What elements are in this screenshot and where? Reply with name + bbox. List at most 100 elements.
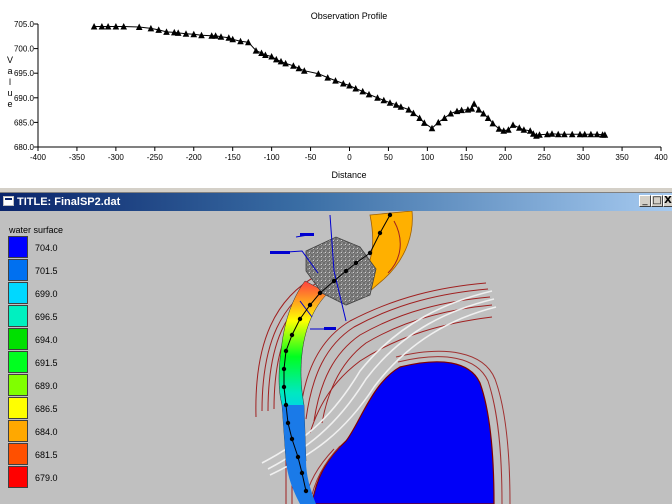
centerline-node[interactable]: [299, 470, 305, 476]
centerline-node[interactable]: [289, 436, 295, 442]
x-tick-label: -250: [147, 153, 164, 162]
legend-swatch: [8, 328, 28, 350]
y-tick-label: 705.0: [14, 20, 35, 29]
legend-title: water surface: [9, 225, 64, 235]
x-tick-label: -150: [225, 153, 242, 162]
legend-item: 689.0: [8, 374, 68, 397]
data-point: [561, 130, 568, 138]
centerline-node[interactable]: [283, 348, 289, 354]
data-point: [416, 114, 423, 121]
centerline-node[interactable]: [331, 278, 337, 284]
centerline-node[interactable]: [377, 230, 383, 236]
data-point: [374, 94, 381, 101]
data-point: [98, 23, 106, 30]
legend-value: 701.5: [35, 266, 58, 276]
x-tick-label: 250: [538, 153, 552, 162]
legend-swatch: [8, 351, 28, 373]
minimize-button[interactable]: _: [639, 195, 651, 207]
x-tick-label: 50: [384, 153, 393, 162]
data-point: [295, 64, 303, 72]
chart-marks: [90, 23, 609, 139]
structure-mesh: [305, 236, 377, 306]
data-point: [352, 85, 359, 92]
chart-title: Observation Profile: [311, 11, 388, 21]
centerline-node[interactable]: [285, 420, 291, 426]
legend-item: 694.0: [8, 328, 68, 351]
centerline-node[interactable]: [307, 302, 313, 308]
data-point: [489, 119, 497, 127]
data-point: [435, 118, 442, 126]
window-icon[interactable]: [3, 196, 14, 206]
data-point: [359, 87, 366, 95]
downstream-channel: [282, 405, 316, 504]
maximize-button[interactable]: □: [651, 195, 663, 207]
x-tick-label: -50: [305, 153, 317, 162]
plan-view-canvas[interactable]: water surface 704.0 701.5 699.0 696.5 69…: [0, 211, 672, 504]
x-tick-label: -100: [264, 153, 281, 162]
centerline-nodes[interactable]: [281, 212, 393, 494]
data-point: [190, 30, 198, 38]
river-plan-view[interactable]: [0, 211, 672, 504]
data-point: [392, 101, 400, 108]
centerline-node[interactable]: [343, 268, 349, 274]
x-tick-label: 0: [347, 153, 352, 162]
legend-value: 686.5: [35, 404, 58, 414]
x-tick-label: -400: [30, 153, 47, 162]
data-point: [332, 77, 339, 84]
y-axis-label-letter: e: [7, 99, 12, 109]
legend-value: 699.0: [35, 289, 58, 299]
legend-value: 689.0: [35, 381, 58, 391]
y-tick-label: 685.0: [14, 118, 35, 127]
centerline-node[interactable]: [295, 454, 301, 460]
x-tick-label: 150: [460, 153, 474, 162]
legend-item: 684.0: [8, 420, 68, 443]
data-point: [536, 131, 543, 138]
close-button[interactable]: X: [663, 195, 672, 207]
data-point: [484, 114, 492, 121]
reservoir-region: [311, 361, 495, 504]
centerline-node[interactable]: [283, 402, 289, 408]
data-point: [516, 124, 523, 131]
centerline-node[interactable]: [297, 316, 303, 322]
centerline-node[interactable]: [281, 384, 287, 390]
data-point: [544, 130, 551, 138]
water-surface-legend: water surface 704.0 701.5 699.0 696.5 69…: [0, 211, 63, 504]
centerline-node[interactable]: [317, 290, 323, 296]
centerline-node[interactable]: [387, 212, 393, 218]
data-point: [245, 38, 252, 46]
legend-swatch: [8, 282, 28, 304]
cross-section-markers: [270, 233, 336, 330]
legend-item: 699.0: [8, 282, 68, 305]
y-tick-label: 695.0: [14, 69, 35, 78]
data-point: [258, 49, 265, 56]
y-tick-label: 700.0: [14, 45, 35, 54]
centerline-node[interactable]: [367, 250, 373, 256]
legend-item: 701.5: [8, 259, 68, 282]
legend-swatch: [8, 466, 28, 488]
data-point: [593, 130, 601, 138]
legend-value: 691.5: [35, 358, 58, 368]
centerline-node[interactable]: [281, 366, 287, 372]
x-tick-label: -300: [108, 153, 125, 162]
centerline-node[interactable]: [289, 332, 295, 338]
window-titlebar[interactable]: TITLE: FinalSP2.dat _ □ X: [0, 193, 672, 211]
data-point: [324, 74, 331, 81]
centerline-node[interactable]: [353, 260, 359, 266]
centerline-node[interactable]: [303, 488, 309, 494]
data-point: [147, 24, 155, 32]
x-tick-label: 350: [615, 153, 629, 162]
data-point: [90, 23, 98, 30]
splitter-bar[interactable]: [0, 187, 672, 193]
data-point: [135, 23, 143, 30]
window-title: TITLE: FinalSP2.dat: [17, 196, 121, 208]
data-point: [601, 131, 609, 138]
legend-value: 696.5: [35, 312, 58, 322]
data-point: [315, 70, 322, 77]
data-point: [346, 82, 353, 89]
y-axis-label-letter: V: [7, 55, 13, 65]
legend-value: 704.0: [35, 243, 58, 253]
y-axis-label-letter: l: [9, 77, 11, 87]
data-point: [500, 127, 507, 134]
legend-swatch: [8, 305, 28, 327]
data-point: [468, 105, 476, 112]
